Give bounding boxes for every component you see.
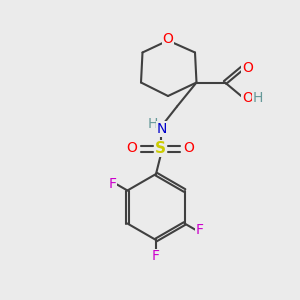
- Text: S: S: [155, 141, 166, 156]
- Text: H: H: [253, 91, 263, 104]
- Text: O: O: [242, 61, 253, 74]
- Text: O: O: [242, 91, 253, 104]
- Text: F: F: [195, 223, 203, 237]
- Text: F: F: [109, 177, 117, 191]
- Text: H: H: [148, 118, 158, 131]
- Text: F: F: [152, 250, 160, 263]
- Text: O: O: [163, 32, 173, 46]
- Text: O: O: [184, 142, 194, 155]
- Text: O: O: [127, 142, 137, 155]
- Text: N: N: [157, 122, 167, 136]
